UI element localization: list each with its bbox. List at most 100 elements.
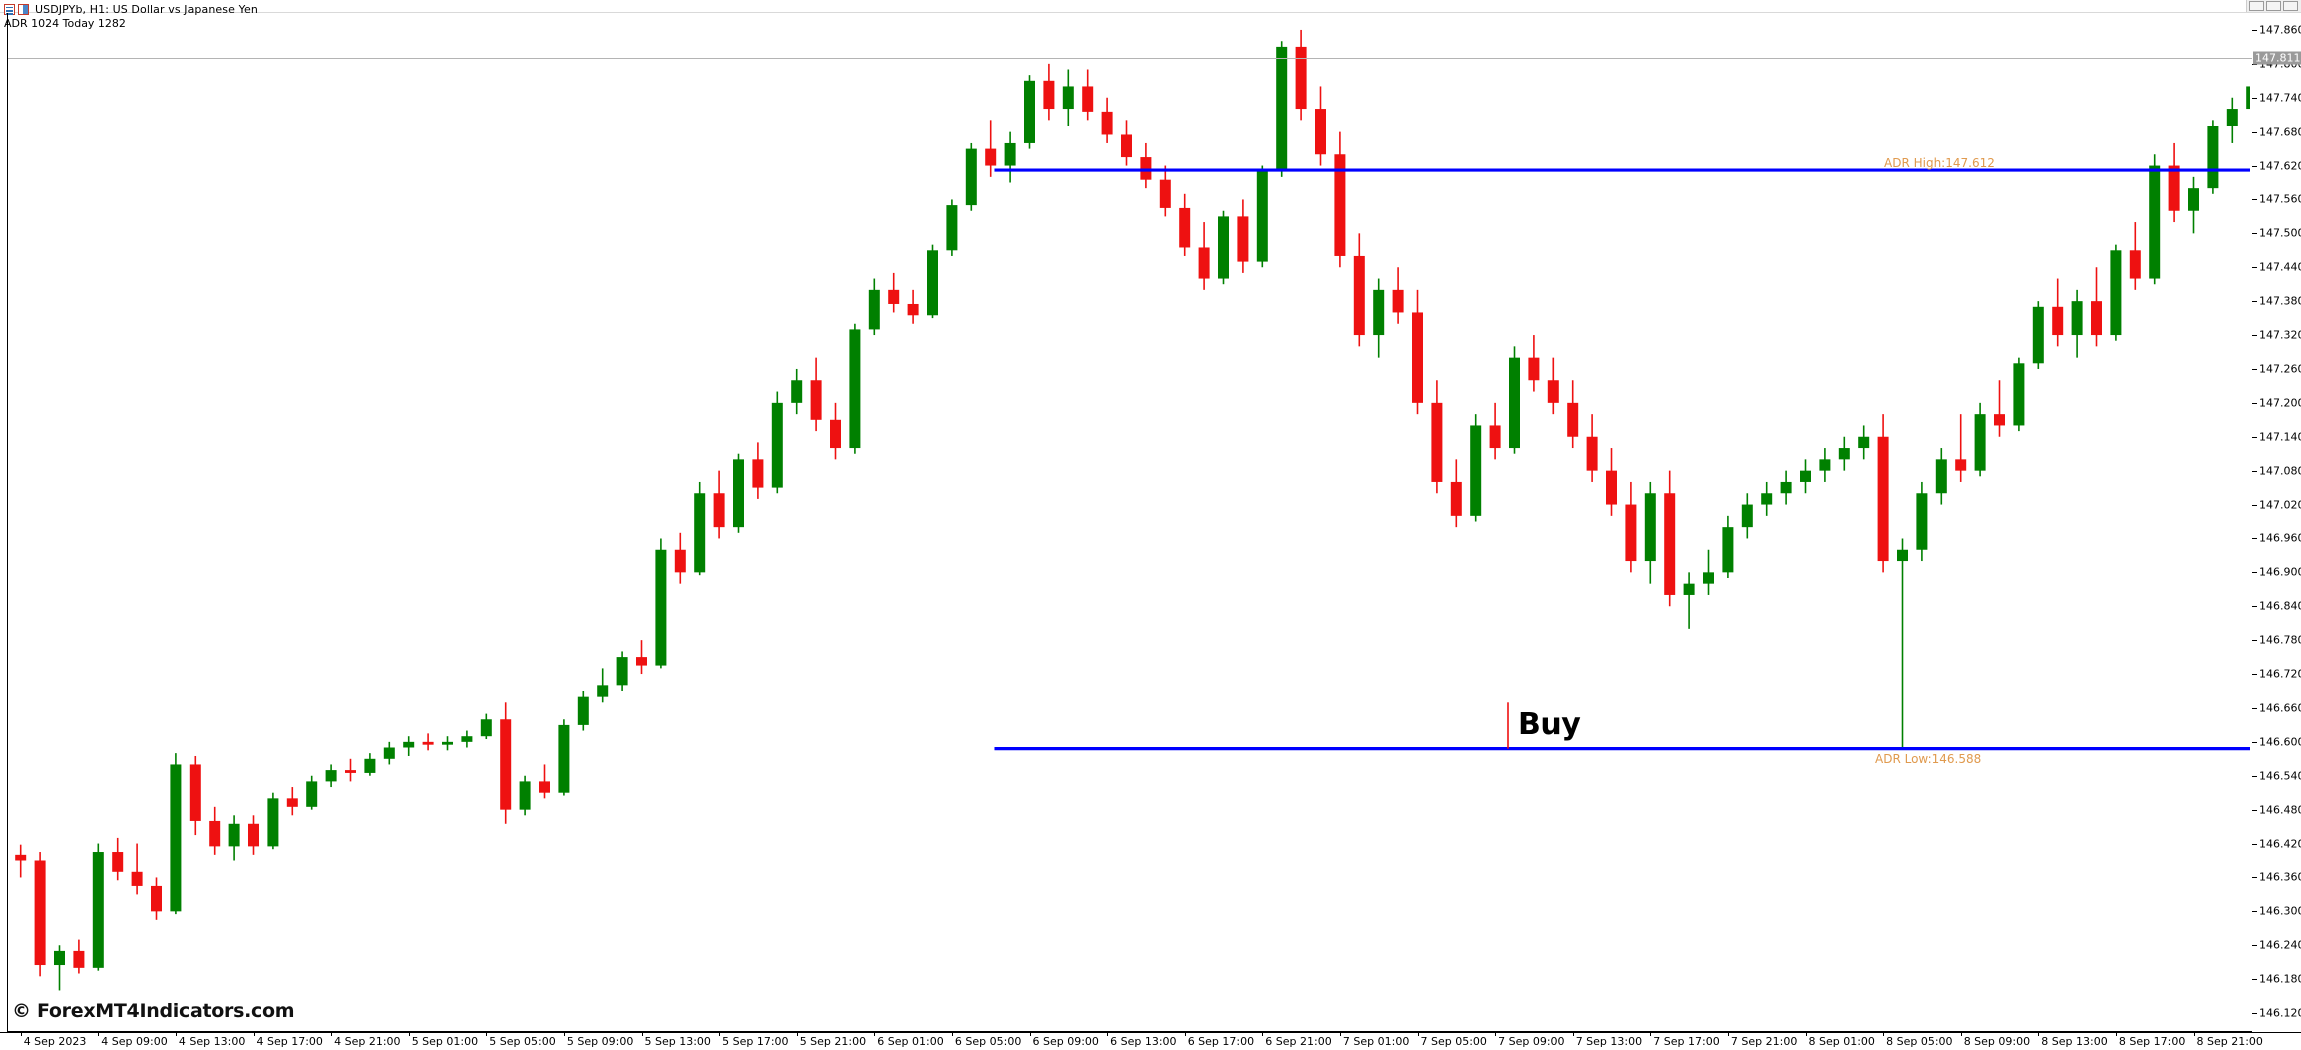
window-controls[interactable] [2246,0,2301,12]
price-tick-label: 146.180 [2259,972,2301,986]
time-tick-label: 8 Sep 13:00 [2041,1035,2108,1048]
price-tick-label: 147.380 [2259,294,2301,308]
price-tick [2252,945,2257,947]
price-tick [2252,368,2257,370]
time-tick-label: 8 Sep 09:00 [1963,1035,2031,1048]
time-tick-label: 4 Sep 17:00 [256,1035,323,1048]
time-tick [1339,1032,1341,1036]
watermark: © ForexMT4Indicators.com [12,1000,295,1022]
price-tick [2252,877,2257,879]
time-tick [1495,1032,1497,1036]
time-tick-label: 8 Sep 05:00 [1886,1035,1953,1048]
time-tick-label: 4 Sep 21:00 [334,1035,401,1048]
candlestick-plot[interactable] [8,13,2250,1030]
chart-window-icon [4,4,15,15]
price-tick [2252,979,2257,981]
price-tick [2252,911,2257,913]
price-tick-label: 146.780 [2259,633,2301,647]
price-tick-label: 147.740 [2259,91,2301,105]
time-tick [1029,1032,1031,1036]
time-tick-label: 7 Sep 05:00 [1420,1035,1487,1048]
time-tick-label: 5 Sep 17:00 [722,1035,789,1048]
price-tick-label: 147.500 [2259,226,2301,240]
plot-left-border [7,13,8,1032]
candle-series [15,29,2250,991]
time-tick-label: 6 Sep 21:00 [1265,1035,1332,1048]
time-tick-label: 4 Sep 09:00 [101,1035,168,1048]
price-tick-label: 147.200 [2259,396,2301,410]
price-tick [2252,606,2257,608]
price-tick-label: 146.660 [2259,701,2301,715]
price-tick-label: 146.240 [2259,938,2301,952]
price-tick-label: 146.900 [2259,565,2301,579]
price-tick-label: 146.300 [2259,904,2301,918]
window-titlebar [0,0,2301,13]
time-tick-label: 5 Sep 13:00 [644,1035,711,1048]
adr-high-label: ADR High:147.612 [1884,156,1995,171]
price-tick [2252,402,2257,404]
time-tick-label: 7 Sep 09:00 [1498,1035,1565,1048]
time-tick-label: 8 Sep 17:00 [2118,1035,2186,1048]
chart-symbol-row: USDJPYb, H1: US Dollar vs Japanese Yen [4,3,258,16]
price-tick [2252,335,2257,337]
price-tick [2252,199,2257,201]
price-tick [2252,131,2257,133]
price-tick-label: 146.720 [2259,667,2301,681]
price-tick [2252,640,2257,642]
time-tick [1805,1032,1807,1036]
time-tick [796,1032,798,1036]
time-axis[interactable]: 4 Sep 2023 4 Sep 09:00 4 Sep 13:00 4 Sep 17… [0,1032,2301,1050]
price-tick-label: 147.140 [2259,430,2301,444]
time-tick [1572,1032,1574,1036]
time-tick [408,1032,410,1036]
price-tick-label: 146.480 [2259,803,2301,817]
time-tick-label: 7 Sep 17:00 [1653,1035,1720,1048]
time-tick [20,1032,22,1036]
time-tick [2115,1032,2117,1036]
time-tick-label: 6 Sep 13:00 [1110,1035,1177,1048]
minimize-button[interactable] [2249,1,2264,11]
price-tick [2252,97,2257,99]
time-tick [2193,1032,2195,1036]
price-tick-label: 147.620 [2259,159,2301,173]
price-tick [2252,165,2257,167]
time-tick [253,1032,255,1036]
price-tick [2252,775,2257,777]
close-button[interactable] [2283,1,2298,11]
time-tick-label: 7 Sep 21:00 [1730,1035,1798,1048]
price-tick-label: 147.320 [2259,328,2301,342]
time-tick [719,1032,721,1036]
price-tick-label: 147.560 [2259,192,2301,206]
current-price-tag: 147.811 [2253,51,2301,65]
time-tick [1184,1032,1186,1036]
price-tick [2252,843,2257,845]
time-tick-label: 6 Sep 05:00 [954,1035,1022,1048]
price-tick-label: 147.860 [2259,23,2301,37]
price-tick [2252,436,2257,438]
time-tick-label: 5 Sep 05:00 [489,1035,556,1048]
price-tick-label: 146.420 [2259,837,2301,851]
maximize-button[interactable] [2266,1,2281,11]
price-tick [2252,233,2257,235]
price-tick-label: 147.080 [2259,464,2301,478]
price-tick [2252,1013,2257,1015]
price-axis[interactable]: 147.860147.800147.740147.680147.620147.5… [2252,13,2301,1032]
plot-bottom-border [7,1031,2292,1032]
time-tick [1650,1032,1652,1036]
time-axis-separator [0,1032,2301,1033]
price-tick-label: 146.360 [2259,870,2301,884]
price-tick-label: 146.120 [2259,1006,2301,1020]
template-icon [18,4,29,15]
price-tick-label: 147.680 [2259,125,2301,139]
adr-low-label: ADR Low:146.588 [1875,751,1982,766]
price-tick [2252,301,2257,303]
time-tick [1107,1032,1109,1036]
time-tick-label: 8 Sep 21:00 [2196,1035,2263,1048]
time-tick [641,1032,643,1036]
time-tick-label: 8 Sep 01:00 [1808,1035,1875,1048]
buy-annotation: Buy [1518,706,1581,742]
time-tick-label: 5 Sep 01:00 [411,1035,479,1048]
time-tick [563,1032,565,1036]
time-tick-label: 6 Sep 17:00 [1187,1035,1255,1048]
price-tick [2252,572,2257,574]
